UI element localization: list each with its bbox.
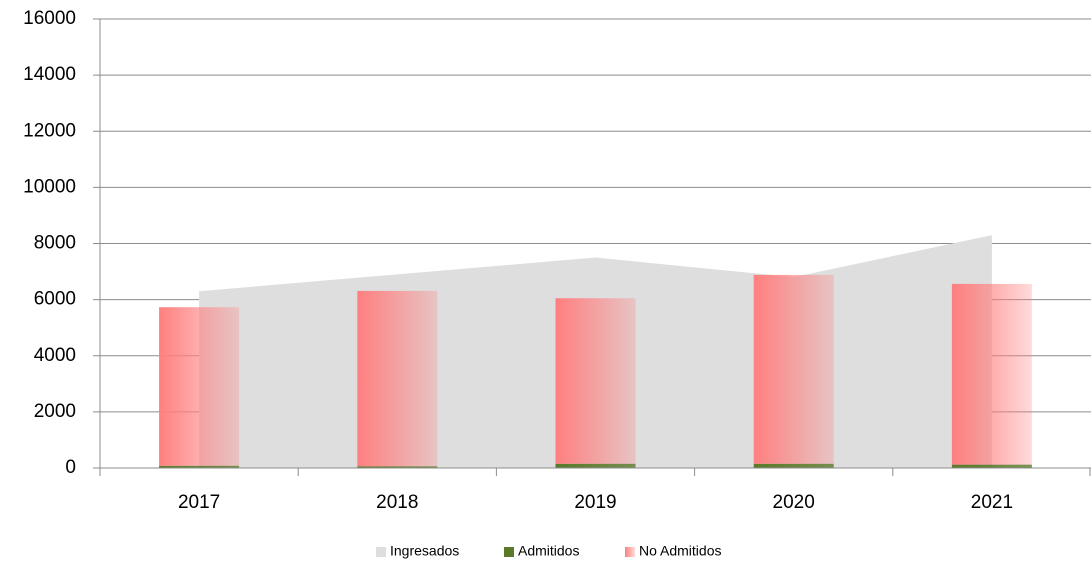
y-tick-label: 16000 — [23, 8, 76, 29]
x-tick-label: 2018 — [376, 492, 418, 513]
y-tick-label: 0 — [65, 457, 76, 478]
y-tick-label: 6000 — [34, 289, 76, 310]
bar — [159, 307, 240, 466]
x-tick-label: 2019 — [574, 492, 616, 513]
bar — [357, 466, 438, 468]
legend-swatch — [504, 547, 514, 557]
x-tick-label: 2020 — [773, 492, 815, 513]
y-tick-label: 12000 — [23, 120, 76, 141]
legend-label: Ingresados — [390, 543, 459, 559]
x-tick-label: 2021 — [971, 492, 1013, 513]
bar — [357, 290, 438, 467]
bar — [753, 463, 834, 468]
bar — [951, 283, 1032, 465]
y-tick-label: 2000 — [34, 401, 76, 422]
bar — [555, 298, 636, 464]
bar — [159, 465, 240, 468]
legend-swatch — [625, 547, 635, 557]
y-tick-label: 4000 — [34, 345, 76, 366]
bar — [951, 464, 1032, 468]
legend-swatch — [376, 547, 386, 557]
x-tick-label: 2017 — [178, 492, 220, 513]
y-tick-label: 8000 — [34, 233, 76, 254]
legend-label: No Admitidos — [639, 543, 721, 559]
bar — [753, 274, 834, 464]
bar — [555, 463, 636, 468]
y-tick-label: 14000 — [23, 64, 76, 85]
y-tick-label: 10000 — [23, 176, 76, 197]
legend-label: Admitidos — [518, 543, 579, 559]
